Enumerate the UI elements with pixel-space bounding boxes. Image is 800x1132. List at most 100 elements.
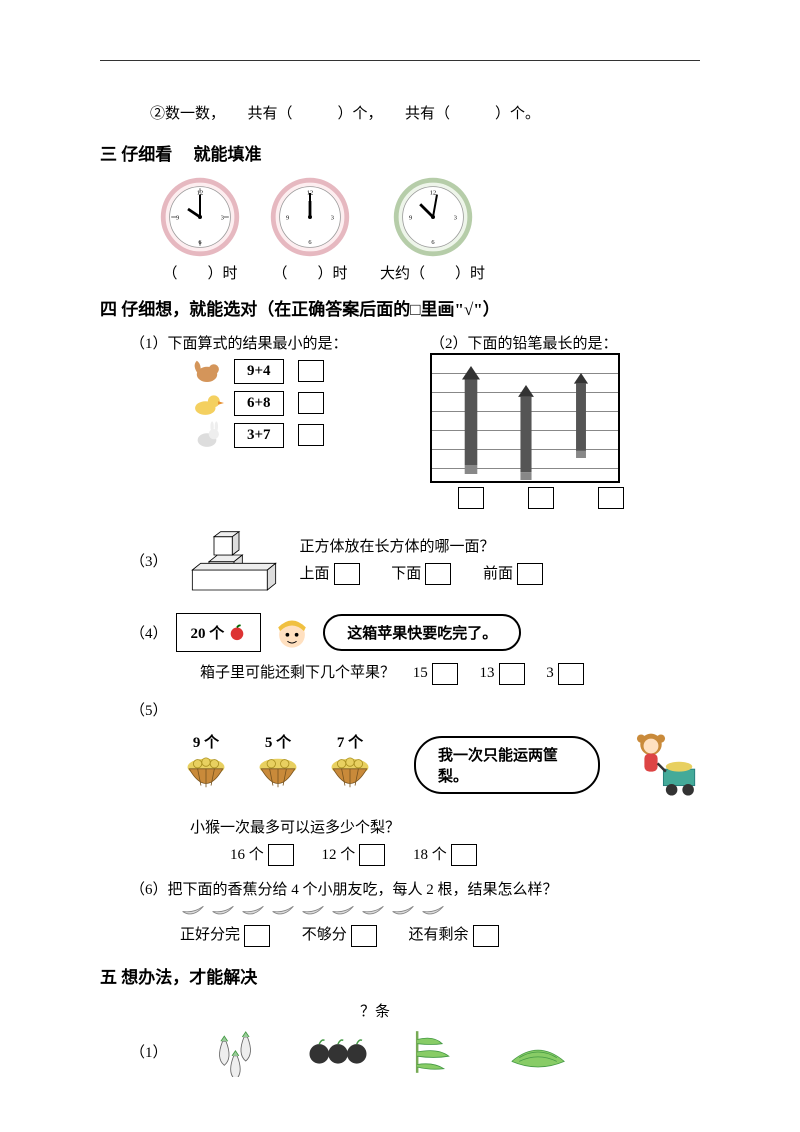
apple-icon [228, 623, 246, 641]
basket-2-icon [252, 752, 304, 794]
svg-text:6: 6 [198, 239, 201, 246]
svg-text:6: 6 [308, 239, 311, 246]
q5-o3: 18 个 [413, 847, 447, 863]
q4-box-2[interactable] [499, 663, 525, 685]
b2-label: 5 个 [252, 731, 304, 752]
banana-icon [420, 899, 446, 917]
q1-box-b[interactable] [298, 392, 324, 414]
banana-icon [180, 899, 206, 917]
clock-2: 12 3 6 9 [270, 177, 350, 257]
pencil-1 [462, 365, 480, 475]
svg-text:9: 9 [176, 214, 179, 221]
q4-o1: 15 [413, 665, 428, 681]
q3-box-1[interactable] [334, 563, 360, 585]
q2-box-b[interactable] [528, 487, 554, 509]
clock-3: 12 3 6 9 [393, 177, 473, 257]
section-4-title: 四 仔细想，就能选对（在正确答案后面的□里画"√"） [100, 295, 700, 320]
svg-text:3: 3 [221, 214, 224, 221]
apple-count: 20 个 [191, 622, 225, 643]
q5-label: （5） [130, 699, 700, 720]
q1-box-c[interactable] [298, 424, 324, 446]
q4-label: （4） [130, 622, 168, 643]
clock-2-label: （ ）时 [270, 262, 350, 283]
q3-o3: 前面 [483, 566, 513, 582]
q2-box-a[interactable] [458, 487, 484, 509]
strawberry-icon [208, 1027, 268, 1077]
q5-question: 小猴一次最多可以运多少个梨？ [190, 820, 400, 836]
q6-o3: 还有剩余 [409, 927, 469, 943]
banana-row [180, 899, 700, 917]
clock-3-label: 大约（ ）时 [380, 262, 485, 283]
svg-text:3: 3 [453, 214, 456, 221]
q6-o2: 不够分 [302, 927, 347, 943]
q5-box-2[interactable] [359, 844, 385, 866]
q6-prompt: （6）把下面的香蕉分给 4 个小朋友吃，每人 2 根，结果怎么样？ [130, 878, 700, 899]
clock-1-label: （ ）时 [160, 262, 240, 283]
q5-o2: 12 个 [322, 847, 356, 863]
duck-icon [190, 389, 224, 417]
q3-question: 正方体放在长方体的哪一面？ [300, 535, 548, 556]
q6-o1: 正好分完 [180, 927, 240, 943]
q5-speech: 我一次只能运两筐梨。 [414, 736, 600, 794]
svg-text:9: 9 [286, 214, 289, 221]
q4-speech: 这箱苹果快要吃完了。 [323, 614, 521, 651]
expr-1: 9+4 [234, 359, 284, 384]
basket-1-icon [180, 752, 232, 794]
q3-label: （3） [130, 550, 168, 571]
q5-box-1[interactable] [268, 844, 294, 866]
expr-2: 6+8 [234, 391, 284, 416]
cubes-icon [184, 525, 284, 595]
banana-icon [300, 899, 326, 917]
clock-1: 12 3 6 9 [160, 177, 240, 257]
q6-box-1[interactable] [244, 925, 270, 947]
section-3-title: 三 仔细看 就能填准 [100, 140, 700, 165]
beans-pile-icon [508, 1027, 568, 1077]
monkey-cart-icon [618, 720, 701, 810]
banana-icon [270, 899, 296, 917]
pencil-3 [572, 373, 590, 458]
section-5-title: 五 想办法，才能解决 [100, 963, 700, 988]
svg-text:6: 6 [431, 239, 434, 246]
q3-o2: 下面 [391, 566, 421, 582]
q4-o2: 13 [480, 665, 495, 681]
apple-box: 20 个 [176, 613, 262, 652]
beans-plant-icon [408, 1027, 468, 1077]
expr-3: 3+7 [234, 423, 284, 448]
q4-box-3[interactable] [558, 663, 584, 685]
q2-box-c[interactable] [598, 487, 624, 509]
q4-2-prompt: （2）下面的铅笔最长的是： [430, 332, 628, 353]
svg-text:12: 12 [429, 190, 435, 197]
q4-1-prompt: （1）下面算式的结果最小的是： [130, 332, 410, 353]
s5-label: （1） [130, 1041, 168, 1062]
banana-icon [330, 899, 356, 917]
banana-icon [240, 899, 266, 917]
pencil-2 [517, 385, 535, 480]
b3-label: 7 个 [324, 731, 376, 752]
q3-box-3[interactable] [517, 563, 543, 585]
squirrel-icon [190, 357, 224, 385]
q3-o1: 上面 [300, 566, 330, 582]
count-question: ②数一数， 共有（ ）个， 共有（ ）个。 [150, 101, 700, 128]
q1-box-a[interactable] [298, 360, 324, 382]
svg-text:9: 9 [408, 214, 411, 221]
banana-icon [360, 899, 386, 917]
basket-3-icon [324, 752, 376, 794]
q4-box-1[interactable] [432, 663, 458, 685]
q3-box-2[interactable] [425, 563, 451, 585]
banana-icon [390, 899, 416, 917]
pencil-box [430, 353, 620, 483]
clocks-row: 12 3 6 9 （ ）时 12 3 6 9 （ ）时 12 3 [160, 177, 700, 283]
q5-o1: 16 个 [230, 847, 264, 863]
q4-question: 箱子里可能还剩下几个苹果？ [200, 665, 395, 681]
q4-o3: 3 [546, 665, 554, 681]
apples-icon [308, 1027, 368, 1077]
banana-icon [210, 899, 236, 917]
rabbit-icon [190, 421, 224, 449]
q6-box-3[interactable] [473, 925, 499, 947]
boy-icon [269, 609, 315, 655]
b1-label: 9 个 [180, 731, 232, 752]
qmark-label: ？条 [360, 1000, 700, 1021]
svg-text:3: 3 [331, 214, 334, 221]
q6-box-2[interactable] [351, 925, 377, 947]
q5-box-3[interactable] [451, 844, 477, 866]
